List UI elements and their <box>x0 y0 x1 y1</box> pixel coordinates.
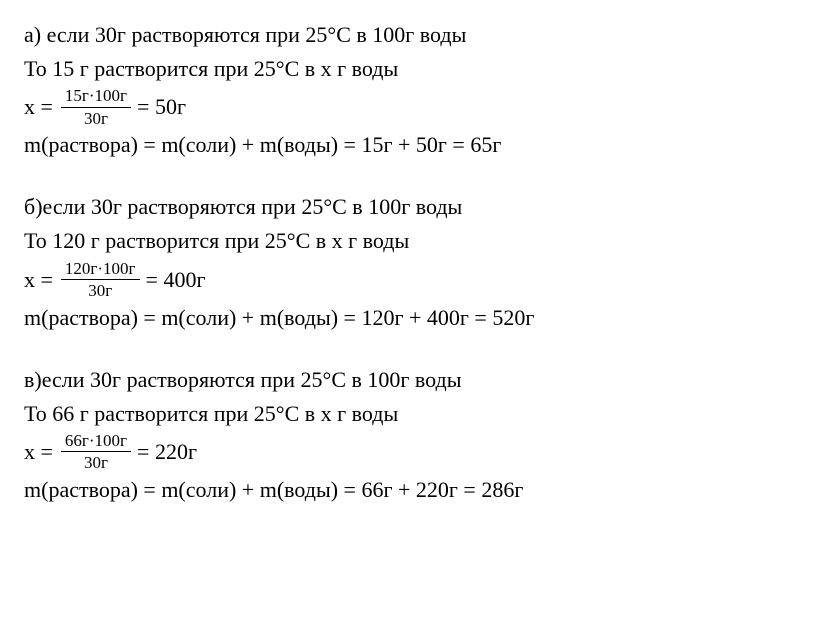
fraction: 15г·100г 30г <box>61 86 131 128</box>
given-line-1: в)если 30г растворяются при 25°С в 100г … <box>24 363 814 397</box>
fraction-numerator: 120г·100г <box>61 259 140 281</box>
fraction-numerator: 15г·100г <box>61 86 131 108</box>
problem-block-v: в)если 30г растворяются при 25°С в 100г … <box>24 363 814 507</box>
eq-lhs: x = <box>24 263 53 297</box>
fraction-denominator: 30г <box>80 108 112 129</box>
x-equation: x = 120г·100г 30г = 400г <box>24 259 814 301</box>
fraction-numerator: 66г·100г <box>61 431 131 453</box>
given-line-2: То 120 г растворится при 25°С в x г воды <box>24 224 814 258</box>
fraction-denominator: 30г <box>80 452 112 473</box>
mass-line: m(раствора) = m(соли) + m(воды) = 66г + … <box>24 473 814 507</box>
problem-block-b: б)если 30г растворяются при 25°С в 100г … <box>24 190 814 334</box>
x-equation: x = 66г·100г 30г = 220г <box>24 431 814 473</box>
given-line-1: а) если 30г растворяются при 25°С в 100г… <box>24 18 814 52</box>
given-line-2: То 66 г растворится при 25°С в x г воды <box>24 397 814 431</box>
mass-line: m(раствора) = m(соли) + m(воды) = 120г +… <box>24 301 814 335</box>
eq-result: = 220г <box>137 435 197 469</box>
eq-result: = 400г <box>146 263 206 297</box>
eq-result: = 50г <box>137 90 186 124</box>
fraction-denominator: 30г <box>84 280 116 301</box>
mass-line: m(раствора) = m(соли) + m(воды) = 15г + … <box>24 128 814 162</box>
x-equation: x = 15г·100г 30г = 50г <box>24 86 814 128</box>
eq-lhs: x = <box>24 435 53 469</box>
fraction: 66г·100г 30г <box>61 431 131 473</box>
page: а) если 30г растворяются при 25°С в 100г… <box>0 0 838 525</box>
eq-lhs: x = <box>24 90 53 124</box>
given-line-1: б)если 30г растворяются при 25°С в 100г … <box>24 190 814 224</box>
problem-block-a: а) если 30г растворяются при 25°С в 100г… <box>24 18 814 162</box>
given-line-2: То 15 г растворится при 25°С в x г воды <box>24 52 814 86</box>
fraction: 120г·100г 30г <box>61 259 140 301</box>
